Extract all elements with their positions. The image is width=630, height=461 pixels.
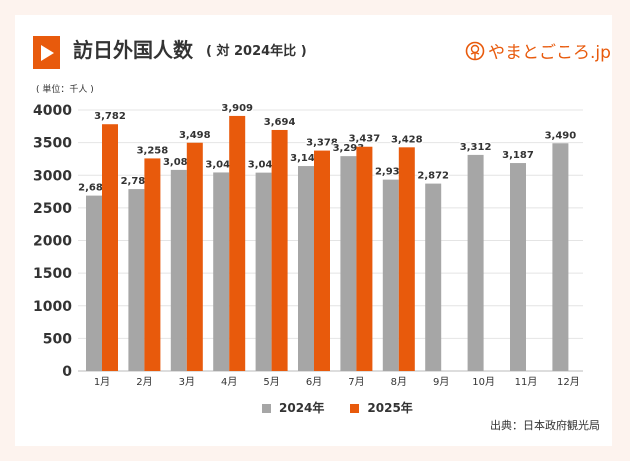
bar-2025年-3月 xyxy=(186,142,203,371)
logo-icon xyxy=(465,41,485,60)
y-tick-label: 3000 xyxy=(33,168,72,184)
bar-2024年-7月 xyxy=(340,156,357,371)
y-tick-label: 0 xyxy=(62,364,72,380)
y-tick-label: 500 xyxy=(43,331,72,347)
bar-2024年-3月 xyxy=(170,169,187,371)
bar-2025年-1月 xyxy=(102,124,118,371)
bar-2024年-1月 xyxy=(86,195,102,371)
bar-2025年-6月 xyxy=(314,150,330,371)
logo-text: やまとごころ.jp xyxy=(488,43,611,63)
data-label: 3,428 xyxy=(391,134,423,145)
y-tick-label: 2000 xyxy=(33,234,72,250)
data-label: 3,498 xyxy=(179,130,211,141)
y-tick-label: 1500 xyxy=(33,266,72,282)
bar-2024年-8月 xyxy=(382,179,399,371)
legend-item-2024: 2024年 xyxy=(262,399,324,416)
data-label: 3,312 xyxy=(460,142,492,153)
y-tick-label: 2500 xyxy=(33,201,72,217)
y-tick-label: 4000 xyxy=(33,103,72,119)
data-label: 3,782 xyxy=(94,111,126,122)
data-label: 2,872 xyxy=(417,171,449,182)
bar-2025年-4月 xyxy=(229,115,246,372)
bar-2025年-5月 xyxy=(271,129,288,371)
play-icon xyxy=(33,36,60,69)
bar-2024年-11月 xyxy=(510,163,526,371)
x-tick-label: 1月 xyxy=(94,376,110,388)
bar-2025年-2月 xyxy=(144,158,161,371)
bar-2024年-2月 xyxy=(128,189,145,371)
bar-2025年-7月 xyxy=(356,146,373,371)
x-tick-label: 8月 xyxy=(391,376,407,388)
data-label: 3,437 xyxy=(349,134,381,145)
logo: やまとごころ.jp xyxy=(465,38,611,63)
chart-subtitle: ( 対 2024年比 ) xyxy=(206,44,307,59)
data-label: 3,694 xyxy=(264,117,296,128)
x-tick-label: 9月 xyxy=(433,376,449,388)
data-label: 3,490 xyxy=(545,130,577,141)
bar-2024年-5月 xyxy=(255,172,272,371)
bar-2025年-8月 xyxy=(398,147,415,371)
chart-title: 訪日外国人数 xyxy=(73,38,193,62)
y-tick-label: 1000 xyxy=(33,299,72,315)
x-tick-label: 7月 xyxy=(348,376,364,388)
x-tick-label: 5月 xyxy=(263,376,279,388)
data-label: 3,378 xyxy=(306,138,338,149)
x-tick-label: 11月 xyxy=(515,376,538,388)
bar-2024年-10月 xyxy=(467,154,484,371)
bar-2024年-9月 xyxy=(425,183,442,371)
y-tick-label: 3500 xyxy=(33,136,72,152)
unit-label: ( 単位：千人 ) xyxy=(36,85,94,95)
source-note: 出典：日本政府観光局 xyxy=(490,419,600,432)
x-tick-label: 4月 xyxy=(221,376,237,388)
x-tick-label: 12月 xyxy=(557,376,580,388)
x-tick-label: 6月 xyxy=(306,376,322,388)
legend: 2024年 2025年 xyxy=(262,399,413,416)
bar-2024年-12月 xyxy=(552,143,569,371)
x-tick-label: 3月 xyxy=(179,376,195,388)
data-label: 3,187 xyxy=(502,150,534,161)
x-tick-label: 2月 xyxy=(136,376,152,388)
data-label: 3,909 xyxy=(221,103,253,114)
data-label: 3,258 xyxy=(137,145,169,156)
legend-item-2025: 2025年 xyxy=(350,399,413,416)
bar-2024年-4月 xyxy=(213,172,230,371)
x-tick-label: 10月 xyxy=(472,376,495,388)
bar-2024年-6月 xyxy=(298,166,314,371)
